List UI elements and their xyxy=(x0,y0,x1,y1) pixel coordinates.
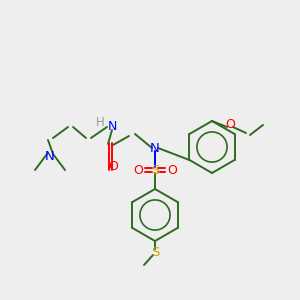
Text: S: S xyxy=(151,245,159,259)
Text: O: O xyxy=(225,118,235,131)
Text: S: S xyxy=(151,164,159,176)
Text: O: O xyxy=(133,164,143,176)
Text: H: H xyxy=(96,116,104,128)
Text: N: N xyxy=(45,151,55,164)
Text: O: O xyxy=(108,160,118,173)
Text: O: O xyxy=(167,164,177,176)
Text: N: N xyxy=(107,121,117,134)
Text: N: N xyxy=(150,142,160,154)
